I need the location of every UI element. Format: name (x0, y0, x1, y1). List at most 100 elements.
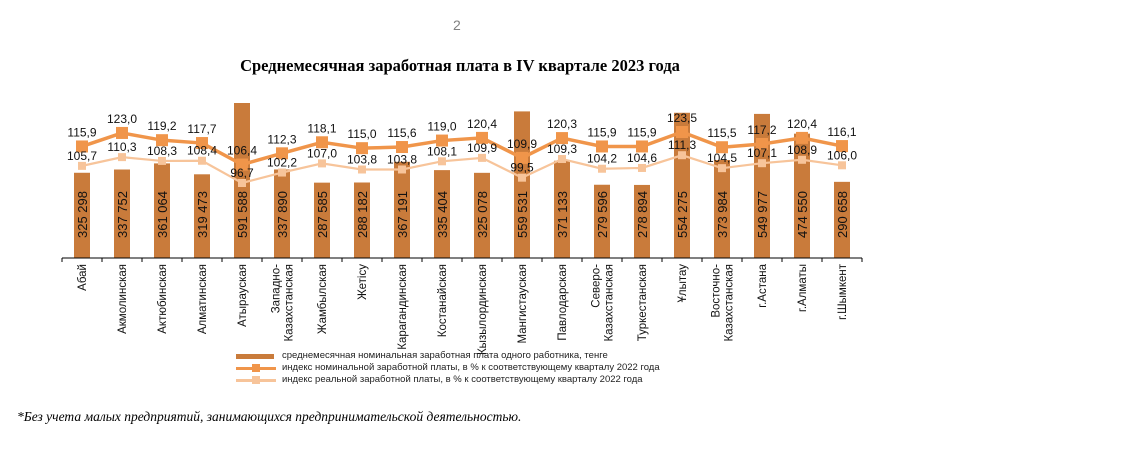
bar-18 (794, 133, 810, 258)
real-index-label: 102,2 (267, 156, 297, 170)
chart-title: Среднемесячная заработная плата в IV ква… (240, 56, 680, 75)
real-index-label: 106,0 (827, 148, 857, 162)
real-index-label: 103,8 (387, 152, 417, 166)
category-label: г.Алматы (797, 264, 809, 312)
category-label: Восточно- (711, 264, 723, 318)
page-number: 2 (453, 17, 461, 33)
bar-value-label: 337 752 (115, 191, 130, 238)
nominal-index-label: 115,6 (387, 126, 416, 140)
bar-value-label: 591 588 (235, 191, 250, 238)
nominal-index-label: 120,4 (787, 117, 817, 131)
nominal-index-point (476, 131, 488, 144)
real-index-label: 109,3 (547, 142, 577, 156)
category-label: Жамбылская (317, 264, 329, 334)
bar-11 (514, 111, 530, 259)
legend: среднемесячная номинальная заработная пл… (236, 350, 660, 386)
real-index-label: 105,7 (67, 149, 97, 163)
category-label: Казахстанская (284, 264, 296, 342)
bar-value-label: 371 133 (555, 191, 570, 238)
bar-value-label: 337 890 (275, 191, 290, 238)
real-index-label: 104,5 (707, 151, 737, 165)
x-axis (61, 257, 863, 262)
bar-6 (314, 182, 330, 258)
category-label: Мангистауская (517, 264, 529, 344)
real-index-label: 111,3 (668, 138, 697, 152)
bar-value-label: 474 550 (795, 191, 810, 238)
legend-bar-swatch (236, 354, 274, 359)
nominal-index-label: 120,3 (547, 117, 577, 131)
bar-2 (154, 163, 170, 258)
bar-value-label: 319 473 (195, 191, 210, 238)
category-labels: Абай Акмолинская Актюбинская Алматинская Аты… (77, 263, 849, 355)
real-index-label: 107,1 (747, 146, 777, 160)
legend-real-marker (252, 376, 260, 384)
real-index-point (78, 161, 86, 170)
bar-value-label: 290 658 (835, 191, 850, 238)
bar-15 (674, 112, 690, 259)
bar-9 (434, 170, 450, 258)
nominal-index-label: 115,9 (627, 125, 656, 139)
bar-value-label: 279 596 (595, 191, 610, 238)
real-index-point (558, 155, 566, 164)
real-index-point (518, 173, 526, 182)
nominal-index-label: 115,0 (347, 127, 376, 141)
category-label: г.Астана (757, 263, 769, 307)
legend-item-nominal-index: индекс номинальной заработной платы, в %… (236, 362, 660, 374)
bar-value-label: 335 404 (435, 191, 450, 238)
footnote: *Без учета малых предприятий, занимающих… (17, 409, 522, 424)
bar-16 (714, 160, 730, 258)
real-index-point (358, 165, 366, 174)
nominal-index-point (516, 151, 528, 164)
nominal-index-point (156, 134, 168, 147)
category-label: Алматинская (197, 264, 209, 334)
bar-10 (474, 172, 490, 258)
category-label: г.Шымкент (837, 263, 849, 320)
real-index-line (81, 154, 843, 185)
category-label: Павлодарская (557, 264, 569, 341)
real-index-point (678, 151, 686, 160)
nominal-index-point (436, 134, 448, 147)
bar-value-label: 287 585 (315, 191, 330, 238)
bar-1 (114, 169, 130, 258)
legend-item-wage: среднемесячная номинальная заработная пл… (236, 350, 660, 362)
nominal-index-label: 115,5 (707, 126, 736, 140)
category-label: Атырауская (237, 264, 249, 327)
nominal-index-label: 118,1 (307, 121, 336, 135)
bar-value-label: 554 275 (675, 191, 690, 238)
real-index-label: 108,1 (427, 144, 457, 158)
real-index-label: 109,9 (467, 141, 497, 155)
nominal-index-point (796, 131, 808, 144)
category-label: Казахстанская (604, 264, 616, 342)
real-index-point (758, 159, 766, 168)
nominal-index-label: 115,9 (587, 125, 616, 139)
nominal-index-point (836, 140, 848, 153)
real-index-point (598, 164, 606, 173)
real-index-point (798, 155, 806, 164)
category-label: Западно- (271, 264, 283, 313)
bars-layer (74, 103, 850, 259)
category-label: Жетісу (357, 264, 369, 300)
real-index-label: 104,6 (627, 151, 657, 165)
legend-label-real: индекс реальной заработной платы, в % к … (282, 374, 643, 385)
real-index-label: 107,0 (307, 146, 337, 160)
nominal-index-label: 116,1 (827, 125, 856, 139)
category-label: Карагандинская (397, 264, 409, 350)
nominal-index-label: 123,0 (107, 112, 137, 126)
nominal-index-label: 109,9 (507, 137, 537, 151)
real-index-point (118, 153, 126, 162)
bar-5 (274, 169, 290, 258)
real-index-label: 103,8 (347, 152, 377, 166)
real-index-label: 99,5 (510, 161, 534, 175)
nominal-index-label: 117,7 (187, 122, 216, 136)
real-index-label: 110,3 (107, 140, 136, 154)
nominal-index-label: 119,2 (147, 119, 176, 133)
bar-13 (594, 184, 610, 258)
nominal-index-label: 119,0 (427, 120, 456, 134)
nominal-index-label: 117,2 (747, 123, 776, 137)
bar-0 (74, 172, 90, 258)
nominal-index-label: 120,4 (467, 117, 497, 131)
bar-value-label: 559 531 (515, 191, 530, 238)
nominal-index-point (356, 142, 368, 155)
bar-8 (394, 161, 410, 258)
nominal-index-line (81, 130, 843, 167)
